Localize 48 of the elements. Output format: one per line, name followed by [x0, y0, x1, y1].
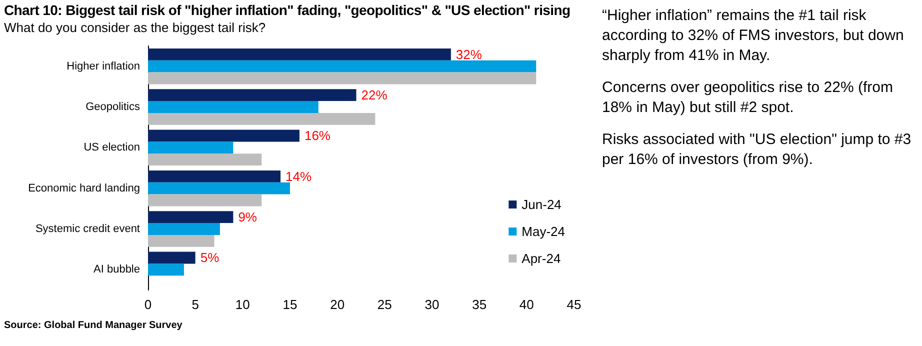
y-tick-label: AI bubble — [94, 264, 140, 276]
bar — [148, 252, 196, 264]
data-label: 16% — [304, 128, 331, 144]
data-label: 22% — [361, 88, 388, 103]
source-note: Source: Global Fund Manager Survey — [4, 320, 182, 331]
y-tick-label: US election — [84, 142, 140, 154]
text: Risks associated with "US election" jump to #3 per 16% of investors (from 9%). — [602, 130, 912, 170]
x-tick-label: 5 — [192, 297, 199, 312]
x-tick-label: 0 — [144, 297, 152, 312]
bar — [148, 223, 220, 235]
bar — [148, 72, 536, 84]
y-tick-label: Economic hard landing — [28, 182, 140, 194]
data-label: 14% — [286, 168, 312, 184]
bar — [148, 130, 300, 142]
data-label: 5% — [200, 250, 220, 266]
bar — [148, 101, 318, 113]
chart-subtitle: What do you consider as the biggest tail risk? — [4, 20, 266, 35]
bar — [148, 60, 536, 72]
x-tick-label: 45 — [566, 297, 582, 312]
bar — [148, 182, 290, 194]
bar — [148, 112, 376, 125]
x-tick-label: 15 — [282, 297, 298, 312]
x-tick-label: 10 — [235, 297, 250, 312]
chart-title: Chart 10: Biggest tail risk of "higher inflation" fading, "geopolitics" & "US election" rising — [4, 2, 570, 18]
y-tick-label: Geopolitics — [86, 101, 140, 113]
bar — [148, 170, 281, 182]
bar — [148, 211, 234, 224]
y-tick-label: Higher inflation — [66, 60, 140, 72]
legend-label: May-24 — [522, 224, 566, 239]
bar — [148, 194, 262, 206]
text: Concerns over geopolitics rise to 22% (from 18% in May) but still #2 spot. — [602, 78, 894, 118]
bar — [148, 89, 356, 102]
bar — [148, 142, 234, 154]
legend-label: Jun-24 — [522, 197, 562, 212]
bar — [148, 154, 262, 166]
y-tick-label: Systemic credit event — [35, 223, 140, 235]
bar — [148, 264, 184, 276]
x-tick-label: 35 — [472, 297, 487, 312]
data-label: 32% — [456, 46, 482, 62]
bar — [148, 234, 214, 247]
legend-label: Apr-24 — [522, 251, 561, 266]
x-tick-label: 20 — [330, 297, 345, 312]
x-tick-label: 40 — [519, 297, 534, 312]
text: “Higher inflation” remains the #1 tail risk according to 32% of FMS investors, but down sharply from 41% in May. — [602, 6, 905, 66]
data-label: 9% — [238, 210, 258, 225]
x-tick-label: 30 — [424, 297, 440, 312]
x-tick-label: 25 — [377, 297, 392, 312]
bar — [148, 48, 451, 60]
